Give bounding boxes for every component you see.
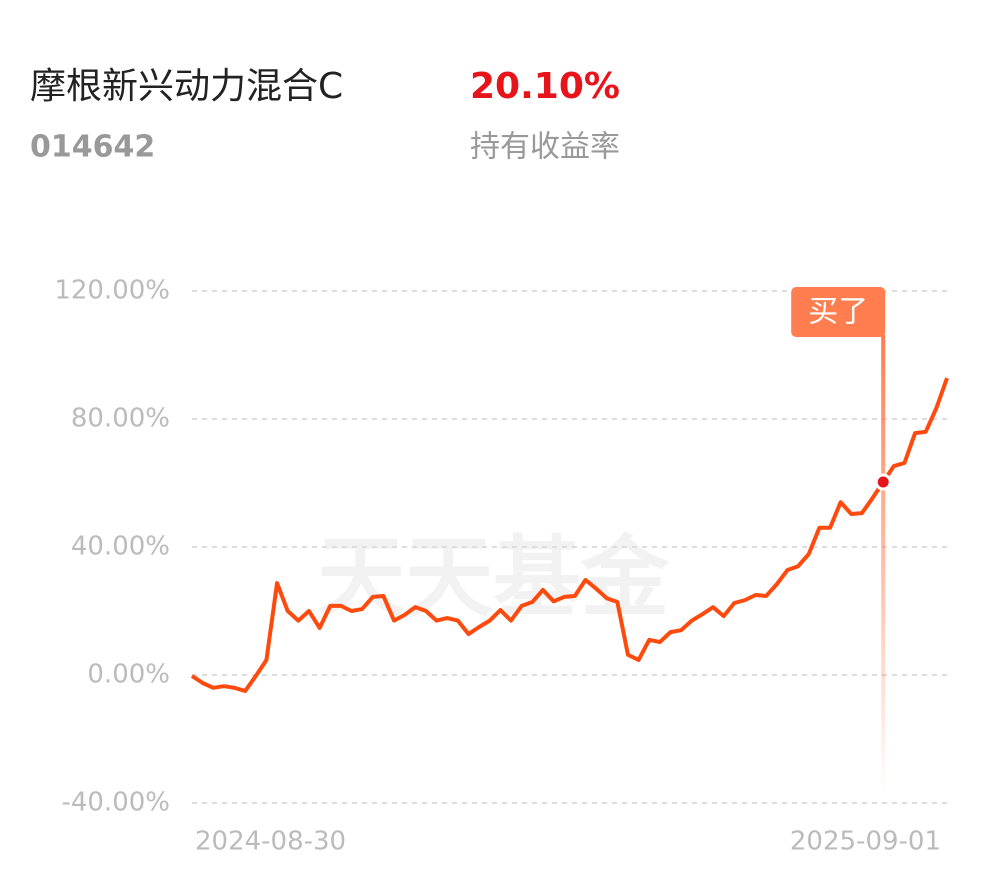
return-label: 持有收益率 — [470, 130, 620, 165]
x-tick-label: 2025-09-01 — [790, 827, 941, 857]
y-tick-label: 120.00% — [54, 276, 170, 306]
annotation-stem — [881, 335, 886, 795]
fund-code: 014642 — [30, 130, 155, 165]
annotation-box — [791, 287, 886, 337]
y-tick-label: 0.00% — [87, 660, 170, 690]
series-line — [190, 377, 949, 693]
watermark: 天天基金 — [317, 525, 670, 629]
y-tick-label: 40.00% — [71, 532, 170, 562]
y-tick-label: 80.00% — [71, 404, 170, 434]
y-tick-label: -40.00% — [61, 788, 170, 818]
fund-title: 摩根新兴动力混合C — [30, 66, 343, 107]
return-value: 20.10% — [470, 66, 620, 107]
x-tick-label: 2024-08-30 — [195, 827, 346, 857]
buy-point — [874, 473, 892, 491]
annotation-label: 买了 — [808, 295, 868, 330]
